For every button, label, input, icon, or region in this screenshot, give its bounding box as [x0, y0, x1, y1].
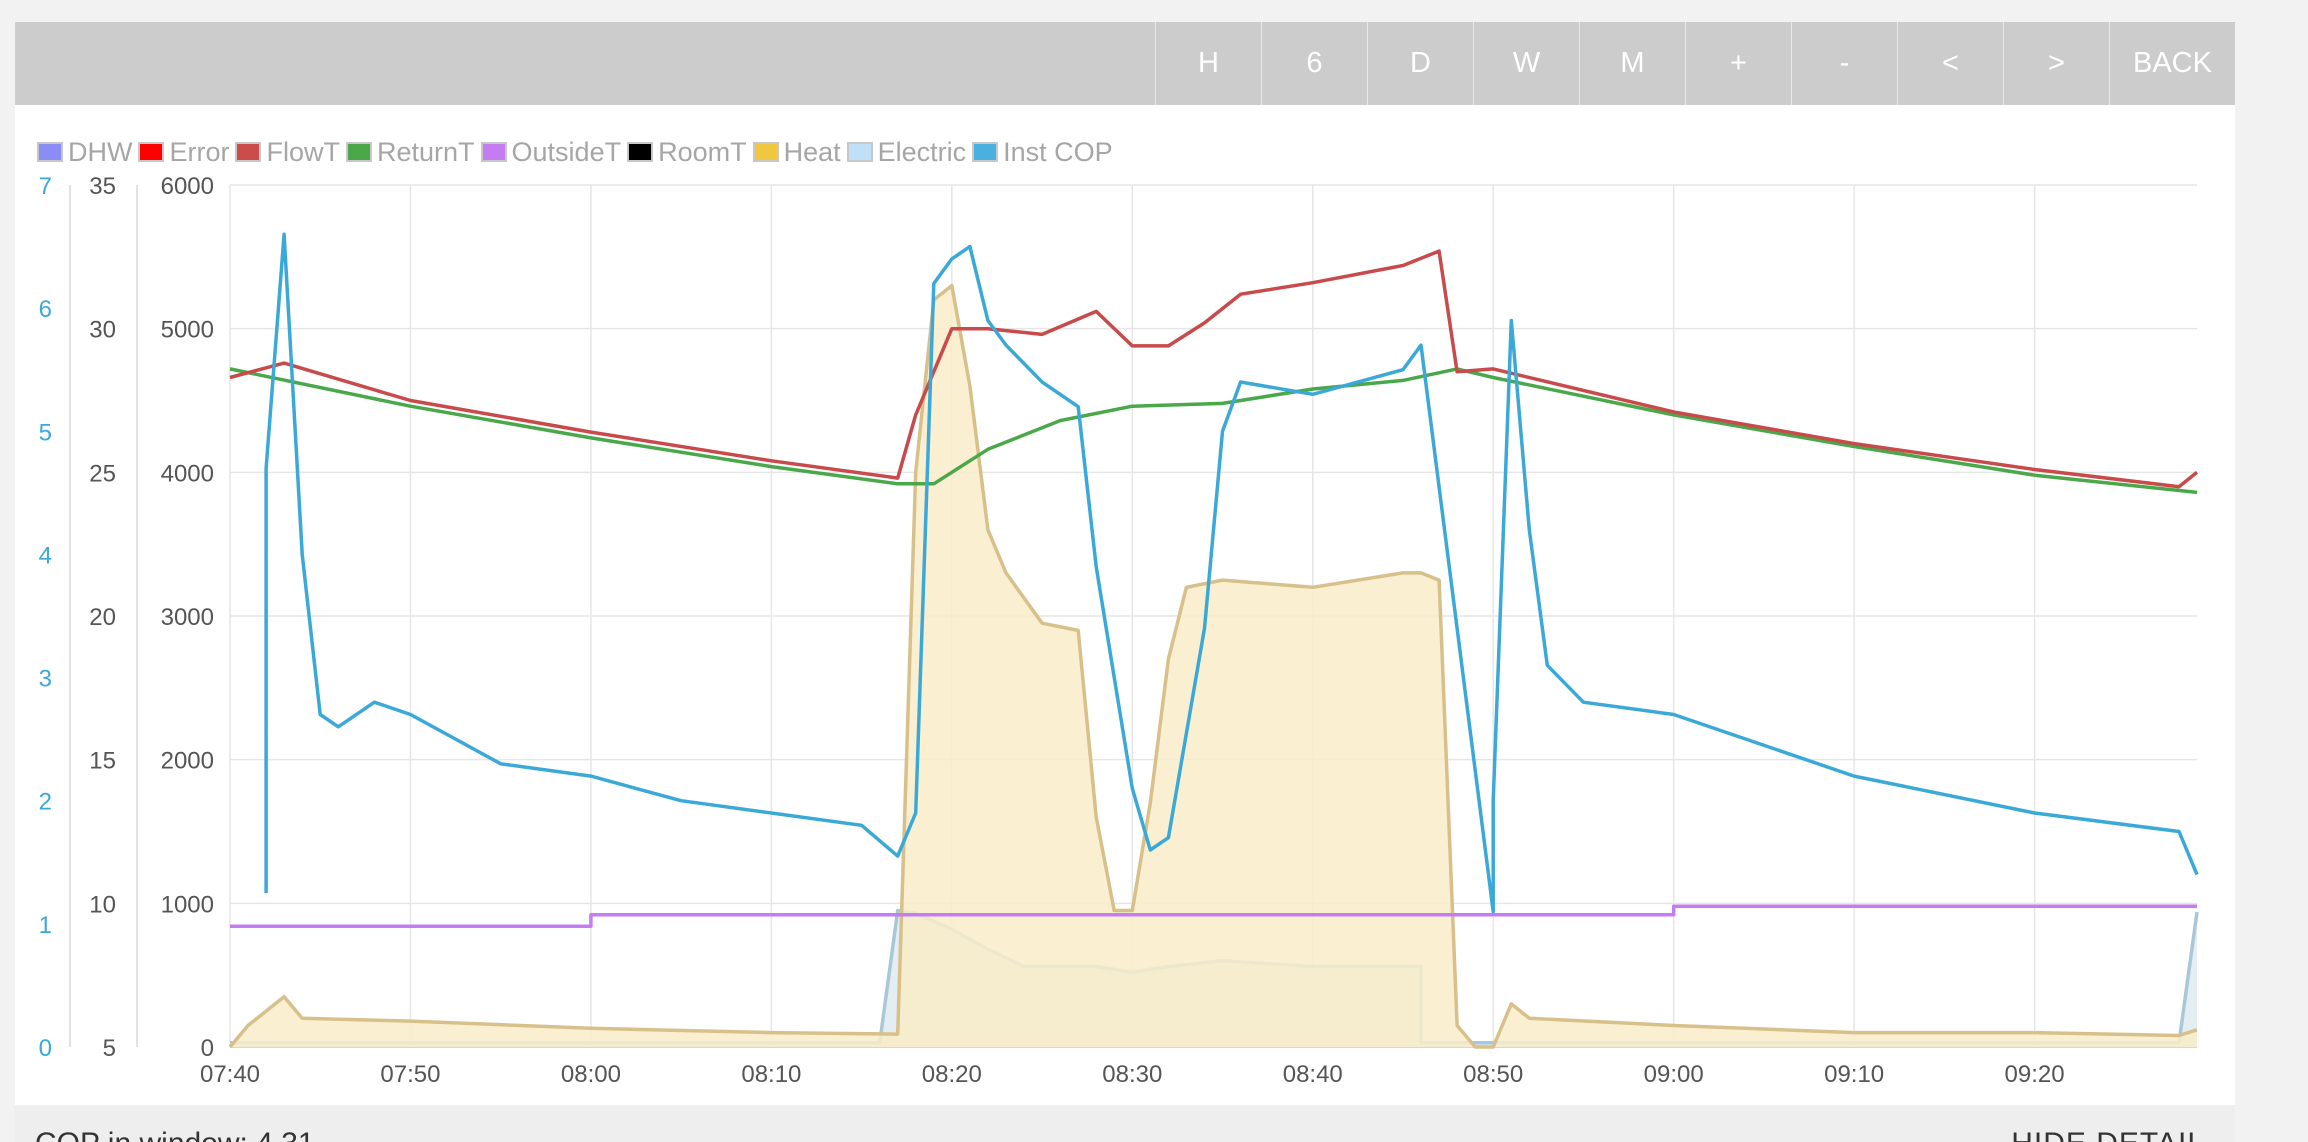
y-tick-label-temp: 35	[89, 173, 116, 200]
legend-item-returnt[interactable]: ReturnT	[345, 136, 475, 168]
toolbar-button-minus[interactable]: -	[1791, 22, 1897, 105]
y-tick-label-power: 5000	[161, 317, 214, 344]
footer-bar: COP in window: 4.31 HIDE DETAIL	[15, 1105, 2235, 1142]
legend-swatch	[235, 142, 262, 162]
x-tick-label: 07:40	[200, 1061, 260, 1088]
legend-label: Electric	[877, 136, 967, 167]
y-tick-label-cop: 1	[39, 912, 52, 939]
toolbar-button-D[interactable]: D	[1367, 22, 1473, 105]
legend-item-roomt[interactable]: RoomT	[627, 137, 747, 168]
y-tick-label-cop: 7	[39, 173, 52, 200]
x-tick-label: 08:20	[922, 1061, 982, 1088]
legend-item-heat[interactable]: Heat	[752, 136, 841, 168]
y-tick-label-temp: 20	[89, 604, 116, 631]
legend-swatch	[345, 142, 372, 162]
x-tick-label: 08:50	[1463, 1061, 1523, 1088]
chart-svg: 07:40 07:50 08:00 08:10 08:20 08:30 08:40 08:50…	[39, 173, 2199, 1088]
legend-item-inst-cop[interactable]: Inst COP	[972, 137, 1113, 168]
toolbar-buttons: H 6 D W M + - < > BACK	[1155, 22, 2235, 105]
legend-item-error[interactable]: Error	[138, 137, 229, 168]
legend-label: Error	[169, 136, 230, 167]
legend-swatch	[972, 142, 999, 162]
toolbar-button-W[interactable]: W	[1473, 22, 1579, 105]
x-tick-label: 09:10	[1824, 1061, 1884, 1088]
legend-label: ReturnT	[376, 136, 475, 167]
legend-swatch	[480, 142, 507, 162]
x-tick-label: 08:10	[741, 1061, 801, 1088]
y-tick-label-temp: 15	[89, 748, 116, 775]
legend-swatch	[37, 142, 63, 162]
hide-detail-button[interactable]: HIDE DETAIL	[2011, 1127, 2205, 1142]
legend-item-outsidet[interactable]: OutsideT	[480, 136, 622, 168]
toolbar-button-H[interactable]: H	[1155, 22, 1261, 105]
legend-swatch	[627, 142, 654, 162]
legend-label: FlowT	[266, 136, 340, 167]
series-line-flowt	[229, 249, 2199, 489]
y-tick-label-power: 3000	[161, 604, 214, 631]
series-area-heat	[230, 285, 2197, 1048]
y-tick-label-cop: 2	[39, 789, 52, 816]
x-tick-label: 08:40	[1283, 1061, 1343, 1088]
y-tick-label-cop: 6	[39, 296, 52, 323]
toolbar: H 6 D W M + - < > BACK	[15, 22, 2235, 105]
toolbar-button-plus[interactable]: +	[1685, 22, 1791, 105]
x-tick-label: 09:20	[2005, 1061, 2065, 1088]
y-tick-label-power: 6000	[161, 173, 214, 200]
y-tick-label-cop: 0	[39, 1035, 52, 1062]
y-tick-label-temp: 10	[89, 891, 116, 918]
y-tick-label-cop: 5	[39, 419, 52, 446]
y-tick-label-cop: 3	[39, 666, 52, 693]
toolbar-button-prev[interactable]: <	[1897, 22, 2003, 105]
legend-label: Heat	[783, 136, 841, 167]
x-tick-label: 09:00	[1644, 1061, 1704, 1088]
legend-item-electric[interactable]: Electric	[846, 136, 967, 168]
y-tick-label-temp: 5	[103, 1035, 116, 1062]
toolbar-button-6[interactable]: 6	[1261, 22, 1367, 105]
legend-swatch	[138, 142, 165, 162]
legend-item-dhw[interactable]: DHW	[37, 137, 132, 168]
series-line-inst-cop	[264, 232, 2199, 914]
x-tick-label: 07:50	[380, 1061, 440, 1088]
legend-label: DHW	[68, 136, 133, 167]
toolbar-button-next[interactable]: >	[2003, 22, 2109, 105]
y-tick-label-power: 1000	[161, 891, 214, 918]
legend-item-flowt[interactable]: FlowT	[235, 137, 340, 168]
y-tick-label-cop: 4	[39, 542, 52, 569]
x-tick-label: 08:00	[561, 1061, 621, 1088]
cop-in-window-text: COP in window: 4.31	[35, 1127, 315, 1142]
toolbar-button-back[interactable]: BACK	[2109, 22, 2235, 105]
x-tick-label: 08:30	[1102, 1061, 1162, 1088]
legend-label: Inst COP	[1003, 136, 1113, 167]
legend-swatch	[846, 142, 873, 162]
legend-label: OutsideT	[511, 136, 622, 167]
y-tick-label-power: 2000	[161, 748, 214, 775]
y-tick-label-power: 0	[201, 1035, 214, 1062]
legend-label: RoomT	[658, 136, 747, 167]
toolbar-button-M[interactable]: M	[1579, 22, 1685, 105]
series-line-heat	[228, 283, 2198, 1049]
series-line-returnt	[229, 367, 2198, 495]
y-tick-label-temp: 25	[89, 460, 116, 487]
y-tick-label-power: 4000	[161, 460, 214, 487]
series-line-outsidet	[230, 904, 2197, 929]
legend-swatch	[752, 142, 779, 162]
y-tick-label-temp: 30	[89, 317, 116, 344]
chart-legend: DHW Error FlowT ReturnT OutsideT RoomT Heat Ele…	[37, 132, 1119, 172]
